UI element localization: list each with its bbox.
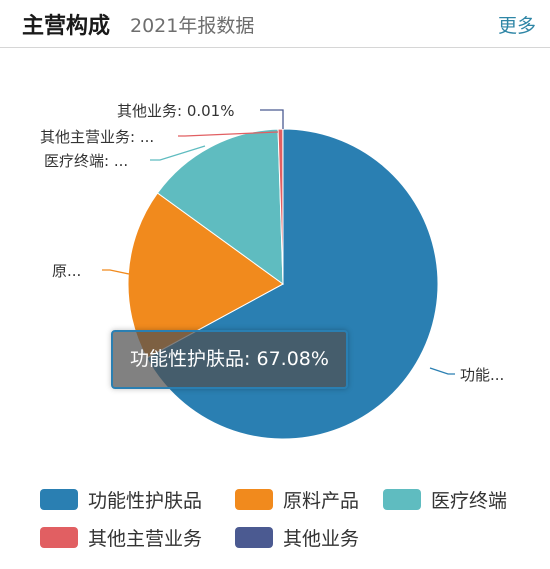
callout-line-0 (429, 367, 455, 375)
more-link[interactable]: 更多 (497, 15, 536, 37)
pie-chart-area: 功能... 原... 医疗终端: ... 其他主营业务: ... 其他业务: 0.01%… (0, 48, 550, 569)
pie-slice-2[interactable] (156, 128, 284, 286)
callout-label-2: 医疗终端: ... (44, 152, 128, 170)
legend-label: 其他业务 (283, 527, 360, 550)
card-header: 主营构成 2021年报数据 更多 (0, 0, 550, 48)
legend-label: 原料产品 (283, 489, 360, 512)
legend-swatch (235, 488, 273, 510)
legend-swatch (40, 526, 78, 548)
callout-label-3: 其他主营业务: ... (40, 128, 154, 146)
legend-item-0[interactable]: 功能性护肤品 (40, 486, 202, 512)
legend-item-1[interactable]: 原料产品 (235, 486, 359, 512)
callout-label-0: 功能... (460, 366, 504, 384)
legend-swatch (40, 488, 78, 510)
card-subtitle: 2021年报数据 (130, 15, 255, 37)
chart-tooltip: 功能性护肤品: 67.08% (111, 330, 348, 389)
legend-item-2[interactable]: 医疗终端 (383, 486, 507, 512)
legend-item-4[interactable]: 其他业务 (235, 524, 359, 550)
legend-label: 功能性护肤品 (88, 489, 203, 512)
callout-line-3 (178, 131, 279, 137)
callout-line-4 (260, 109, 284, 129)
callout-line-2 (150, 145, 206, 161)
legend-swatch (235, 526, 273, 548)
legend-label: 其他主营业务 (88, 527, 203, 550)
legend-swatch (383, 488, 421, 510)
callout-label-4: 其他业务: 0.01% (117, 102, 234, 120)
legend-label: 医疗终端 (431, 489, 508, 512)
callout-label-1: 原... (52, 262, 81, 280)
callout-line-1 (102, 269, 130, 275)
legend-item-3[interactable]: 其他主营业务 (40, 524, 202, 550)
card-title: 主营构成 (22, 14, 111, 39)
